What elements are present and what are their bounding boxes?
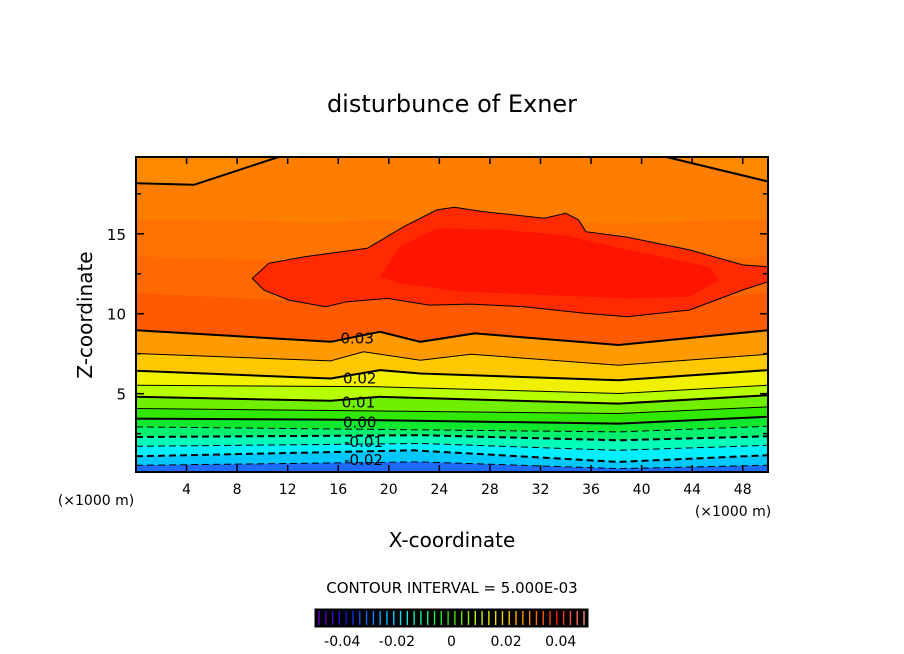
x-tick-label: 4	[182, 482, 191, 498]
x-tick-label: 28	[481, 482, 499, 498]
contour-line--0.02	[136, 449, 768, 463]
y-tick-label: 5	[116, 386, 126, 404]
contour-lines: 0.03 0.02 0.01 0.00-0.01-0.02	[136, 157, 768, 469]
contour-line-0.015	[136, 384, 768, 395]
contour-line--0.005	[136, 425, 768, 433]
contour-label: -0.01	[344, 433, 383, 451]
x-tick-label: 44	[683, 482, 701, 498]
contour-line-0.035	[251, 206, 768, 318]
contour-line-0.005	[136, 406, 768, 415]
contour-fills	[136, 157, 768, 472]
contour-label: 0.00	[343, 414, 376, 432]
x-tick-label: 24	[430, 482, 448, 498]
colorbar: -0.04 -0.02 0 0.02 0.04	[314, 608, 589, 650]
plot-frame	[135, 156, 769, 473]
x-tick-label: 20	[380, 482, 398, 498]
colorbar-tick-label: -0.04	[324, 634, 360, 650]
y-tick-label: 15	[107, 226, 126, 244]
band-fill-top	[136, 157, 768, 185]
plot-area: 0.03 0.02 0.01 0.00-0.01-0.02	[136, 157, 768, 472]
y-axis-label: Z-coordinate	[73, 251, 97, 378]
x-tick-label: 32	[532, 482, 550, 498]
x-tick-label: 16	[329, 482, 347, 498]
contour-line-0	[136, 415, 768, 425]
colorbar-tick-label: 0	[447, 634, 456, 650]
contour-interval: CONTOUR INTERVAL = 5.000E-03	[326, 579, 577, 597]
contour-line-upper-right	[664, 157, 768, 183]
contour-label: 0.02	[343, 370, 376, 388]
x-axis-label: X-coordinate	[389, 528, 516, 552]
y-tick-label: 10	[107, 306, 126, 324]
contour-line-0.03	[136, 329, 768, 347]
band-fill-inner-blob	[380, 228, 719, 299]
contour-line-0.01	[136, 394, 768, 405]
contour-label: 0.01	[342, 394, 375, 412]
colorbar-background	[314, 608, 589, 628]
x-tick-label: 48	[734, 482, 752, 498]
band-fill-upper	[136, 157, 768, 224]
colorbar-tick-label: 0.02	[491, 634, 522, 650]
x-unit-left: (×1000 m)	[58, 493, 134, 509]
x-tick-label: 36	[582, 482, 600, 498]
contour-label: -0.02	[344, 451, 383, 469]
contour-line-0.02	[136, 369, 768, 382]
contour-line-upper-left	[136, 157, 281, 186]
x-unit-right: (×1000 m)	[695, 504, 771, 520]
colorbar-tick-label: 0.04	[545, 634, 576, 650]
x-tick-label: 12	[279, 482, 297, 498]
chart-title: disturbunce of Exner	[327, 90, 577, 118]
x-tick-label: 40	[633, 482, 651, 498]
x-tick-label: 8	[233, 482, 242, 498]
contour-line-0.025	[136, 351, 768, 366]
colorbar-tick-label: -0.02	[379, 634, 415, 650]
contour-label: 0.03	[340, 330, 373, 348]
